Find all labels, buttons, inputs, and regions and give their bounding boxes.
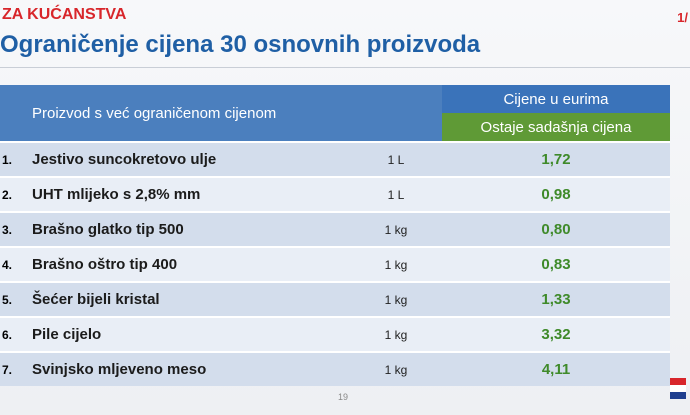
row-product: Šećer bijeli kristal: [26, 281, 350, 317]
slide-number: 19: [338, 392, 349, 402]
table-row: 7. Svinjsko mljeveno meso 1 kg 4,11: [0, 351, 670, 386]
row-price: 0,98: [442, 176, 670, 212]
row-price: 4,11: [442, 351, 670, 386]
title-divider: [0, 67, 690, 68]
row-price: 0,83: [442, 246, 670, 282]
row-unit: 1 kg: [350, 246, 442, 282]
header-price-sub: Ostaje sadašnja cijena: [442, 113, 670, 142]
row-price: 1,33: [442, 281, 670, 317]
row-number: 5.: [0, 281, 26, 317]
row-product: UHT mlijeko s 2,8% mm: [26, 176, 350, 212]
row-product: Svinjsko mljeveno meso: [26, 351, 350, 386]
row-product: Brašno oštro tip 400: [26, 246, 350, 282]
row-unit: 1 L: [350, 141, 442, 177]
row-price: 0,80: [442, 211, 670, 247]
row-number: 3.: [0, 211, 26, 247]
row-number: 4.: [0, 246, 26, 282]
row-unit: 1 kg: [350, 281, 442, 317]
table-row: 6. Pile cijelo 1 kg 3,32: [0, 316, 670, 352]
row-unit: 1 L: [350, 176, 442, 212]
row-product: Pile cijelo: [26, 316, 350, 352]
header-unit-cell: [350, 85, 442, 142]
header-product: Proizvod s već ograničenom cijenom: [26, 85, 350, 142]
table-row: 3. Brašno glatko tip 500 1 kg 0,80: [0, 211, 670, 247]
section-label: ZA KUĆANSTVA: [2, 6, 127, 23]
croatian-flag-icon: [670, 378, 686, 400]
table-row: 4. Brašno oštro tip 400 1 kg 0,83: [0, 246, 670, 282]
row-unit: 1 kg: [350, 351, 442, 386]
row-product: Brašno glatko tip 500: [26, 211, 350, 247]
row-unit: 1 kg: [350, 211, 442, 247]
price-table: Proizvod s već ograničenom cijenom Cijen…: [0, 85, 670, 386]
header-number-cell: [0, 85, 26, 142]
row-number: 2.: [0, 176, 26, 212]
row-price: 1,72: [442, 141, 670, 177]
table-row: 5. Šećer bijeli kristal 1 kg 1,33: [0, 281, 670, 317]
row-unit: 1 kg: [350, 316, 442, 352]
row-number: 7.: [0, 351, 26, 386]
table-row: 2. UHT mlijeko s 2,8% mm 1 L 0,98: [0, 176, 670, 212]
slide-title: Ograničenje cijena 30 osnovnih proizvoda: [0, 31, 481, 58]
header-price: Cijene u eurima: [442, 85, 670, 113]
row-number: 1.: [0, 141, 26, 177]
page-indicator: 1/: [677, 10, 688, 25]
row-number: 6.: [0, 316, 26, 352]
row-price: 3,32: [442, 316, 670, 352]
table-row: 1. Jestivo suncokretovo ulje 1 L 1,72: [0, 141, 670, 177]
row-product: Jestivo suncokretovo ulje: [26, 141, 350, 177]
